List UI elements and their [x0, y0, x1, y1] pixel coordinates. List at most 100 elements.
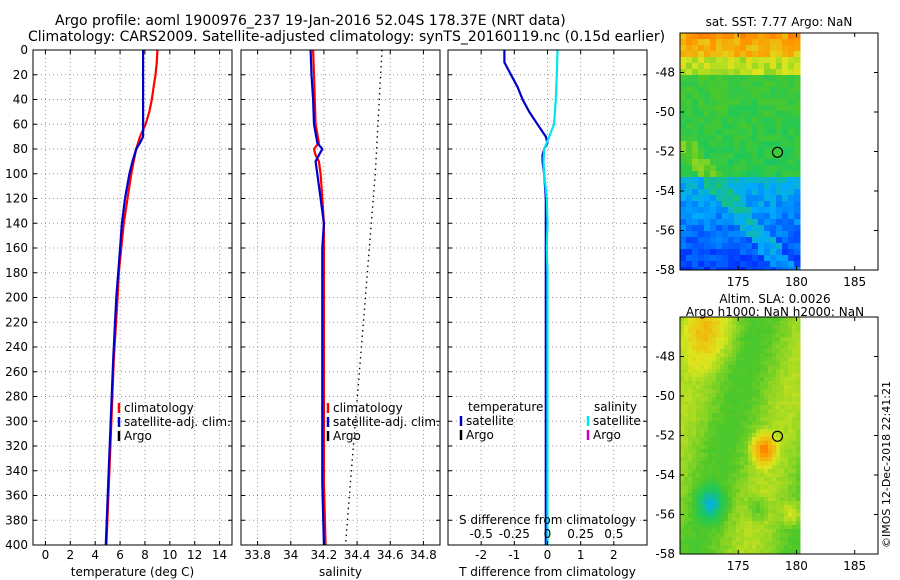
map-cell	[758, 99, 765, 106]
map-cell	[782, 87, 789, 94]
map-cell	[748, 437, 753, 442]
map-cell	[736, 505, 741, 510]
map-cell	[732, 333, 737, 338]
map-cell	[782, 99, 789, 106]
map-cell	[732, 353, 737, 358]
map-cell	[692, 545, 697, 550]
map-cell	[736, 477, 741, 482]
map-cell	[780, 541, 785, 546]
map-cell	[724, 533, 729, 538]
map-cell	[692, 409, 697, 414]
map-cell	[768, 493, 773, 498]
map-cell	[710, 39, 717, 46]
map-cell	[728, 129, 735, 136]
map-cell	[722, 255, 729, 262]
map-cell	[684, 477, 689, 482]
map-cell	[760, 533, 765, 538]
map-cell	[776, 517, 781, 522]
x-tick-label: 0	[42, 548, 50, 562]
map-cell	[696, 361, 701, 366]
map-cell	[740, 545, 745, 550]
map-cell	[732, 505, 737, 510]
map-cell	[782, 171, 789, 178]
map-cell	[728, 177, 735, 184]
map-cell	[792, 361, 797, 366]
map-cell	[760, 381, 765, 386]
map-cell	[680, 469, 685, 474]
map-cell	[748, 453, 753, 458]
map-cell	[704, 425, 709, 430]
map-cell	[728, 417, 733, 422]
map-cell	[796, 489, 801, 494]
map-cell	[688, 497, 693, 502]
map-cell	[728, 521, 733, 526]
map-cell	[782, 111, 789, 118]
map-cell	[680, 93, 687, 100]
map-cell	[772, 401, 777, 406]
map-cell	[720, 393, 725, 398]
map-cell	[688, 473, 693, 478]
map-cell	[744, 373, 749, 378]
map-cell	[776, 69, 783, 76]
map-cell	[680, 207, 687, 214]
map-cell	[784, 441, 789, 446]
map-cell	[792, 329, 797, 334]
map-cell	[728, 255, 735, 262]
map-cell	[710, 57, 717, 64]
map-cell	[740, 509, 745, 514]
map-cell	[760, 481, 765, 486]
map-cell	[728, 481, 733, 486]
map-cell	[788, 325, 793, 330]
map-cell	[688, 437, 693, 442]
map-cell	[684, 545, 689, 550]
map-cell	[712, 389, 717, 394]
map-cell	[788, 397, 793, 402]
map-cell	[712, 421, 717, 426]
map-cell	[784, 341, 789, 346]
map-cell	[680, 397, 685, 402]
map-cell	[788, 225, 795, 232]
map-cell	[764, 501, 769, 506]
map-cell	[700, 525, 705, 530]
map-cell	[736, 453, 741, 458]
map-cell	[728, 505, 733, 510]
map-cell	[758, 63, 765, 70]
map-cell	[732, 369, 737, 374]
map-cell	[748, 537, 753, 542]
map-cell	[716, 449, 721, 454]
map-cell	[720, 497, 725, 502]
map-cell	[722, 147, 729, 154]
map-cell	[788, 177, 795, 184]
map-cell	[770, 207, 777, 214]
map-cell	[700, 329, 705, 334]
map-cell	[704, 93, 711, 100]
map-cell	[680, 135, 687, 142]
map-cell	[758, 177, 765, 184]
map-cell	[736, 385, 741, 390]
map-cell	[712, 521, 717, 526]
map-cell	[680, 45, 687, 52]
map-cell	[692, 445, 697, 450]
map-cell	[696, 321, 701, 326]
map-cell	[788, 51, 795, 58]
map-y-tick-label: -56	[655, 224, 675, 238]
map-cell	[776, 129, 783, 136]
map-cell	[710, 165, 717, 172]
map-cell	[784, 325, 789, 330]
map-cell	[784, 357, 789, 362]
map-cell	[710, 123, 717, 130]
map-cell	[724, 333, 729, 338]
map-cell	[732, 461, 737, 466]
map-cell	[752, 409, 757, 414]
map-cell	[756, 493, 761, 498]
map-cell	[756, 497, 761, 502]
map-cell	[716, 147, 723, 154]
map-cell	[796, 449, 801, 454]
map-cell	[680, 225, 687, 232]
map-cell	[768, 453, 773, 458]
map-cell	[698, 93, 705, 100]
map-cell	[752, 377, 757, 382]
map-cell	[752, 361, 757, 366]
map-cell	[692, 349, 697, 354]
